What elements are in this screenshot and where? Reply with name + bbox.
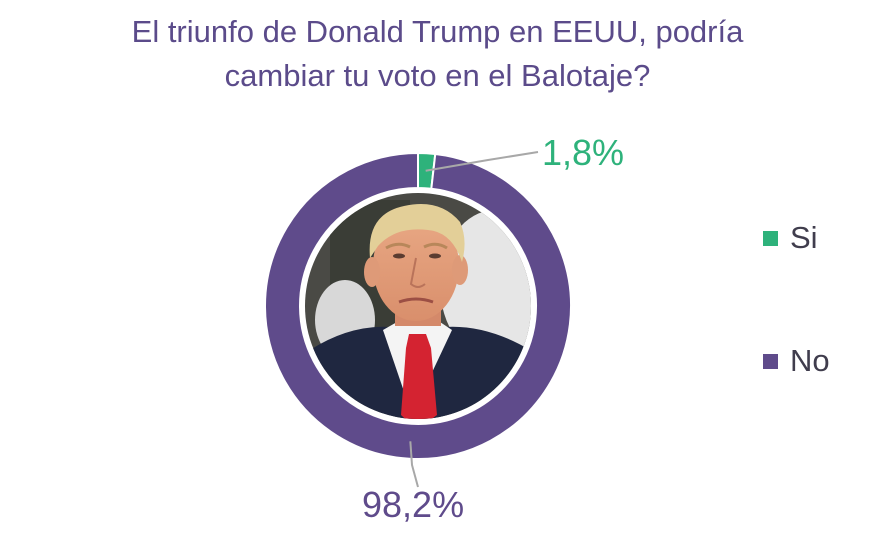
leader-line-no [409,441,419,488]
legend-swatch-si [763,230,778,246]
chart-title-line-2: cambiar tu voto en el Balotaje? [224,58,651,93]
donut-slice-no [264,151,572,460]
legend-label-no: No [790,343,830,378]
chart-title: El triunfo de Donald Trump en EEUU, podr… [0,10,875,98]
legend-item-si: Si [763,220,818,256]
chart-title-line-1: El triunfo de Donald Trump en EEUU, podr… [131,14,744,49]
leader-line-si [425,151,539,172]
legend-label-si: Si [790,220,818,255]
chart-marks [409,151,539,488]
data-label-no: 98,2% [362,484,465,525]
data-label-si: 1,8% [542,132,625,173]
legend-item-no: No [763,343,830,379]
legend-swatch-no [763,353,778,369]
